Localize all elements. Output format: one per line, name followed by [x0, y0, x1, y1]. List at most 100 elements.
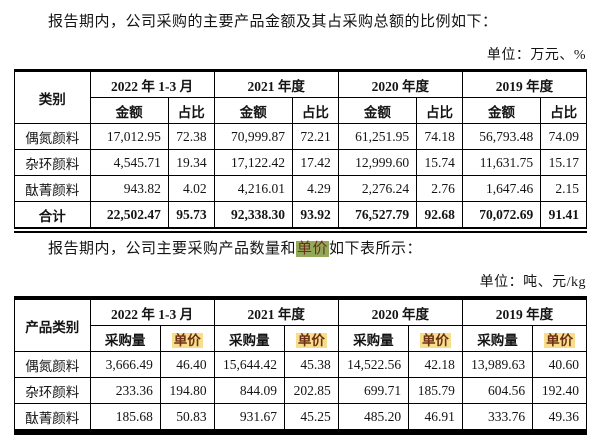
cell-value: 3,666.49	[89, 351, 161, 378]
table-purchase-amount-ratio: 类别 2022 年 1-3 月 2021 年度 2020 年度 2019 年度 …	[14, 69, 588, 233]
t1-subheader-amount: 金额	[337, 97, 418, 124]
cell-value: 46.40	[159, 351, 215, 378]
cell-value: 15.17	[540, 149, 587, 176]
cell-value: 56,793.48	[461, 123, 542, 150]
cell-value: 185.68	[89, 403, 161, 433]
t1-header-year-2020: 2020 年度	[337, 70, 463, 98]
t2-subheader-quantity: 采购量	[337, 325, 410, 352]
search-highlight-term: 单价	[419, 332, 451, 348]
cell-value: 12,999.60	[337, 149, 418, 176]
cell-value: 15,644.42	[213, 351, 285, 378]
cell-value: 45.25	[283, 403, 339, 433]
row-label: 偶氮颜料	[14, 351, 91, 378]
cell-value: 49.36	[532, 403, 587, 433]
t1-header-years-row: 类别 2022 年 1-3 月 2021 年度 2020 年度 2019 年度	[14, 70, 588, 124]
cell-value: 40.60	[532, 351, 587, 378]
t1-subheader-amount: 金额	[461, 97, 542, 124]
t1-header-year-2021: 2021 年度	[213, 70, 339, 98]
cell-value: 45.38	[283, 351, 339, 378]
cell-value: 22,502.47	[89, 201, 169, 231]
table-total-row: 合计 22,502.47 95.73 92,338.30 93.92 76,52…	[14, 201, 587, 231]
cell-value: 943.82	[89, 175, 169, 202]
cell-value: 4,216.01	[213, 175, 293, 202]
t1-subheader-row: 金额 占比 金额 占比 金额 占比 金额 占比	[15, 97, 587, 124]
cell-value: 202.85	[283, 377, 339, 404]
cell-value: 192.40	[532, 377, 587, 404]
cell-value: 74.09	[540, 123, 587, 150]
cell-value: 604.56	[461, 377, 534, 404]
cell-value: 185.79	[408, 377, 463, 404]
t2-header-years-row: 产品类别 2022 年 1-3 月 2021 年度 2020 年度 2019 年…	[14, 297, 588, 352]
t2-subheader-quantity: 采购量	[89, 325, 161, 352]
cell-value: 92.68	[416, 201, 463, 231]
cell-value: 93.92	[291, 201, 339, 231]
cell-value: 13,989.63	[461, 351, 534, 378]
t2-subheader-quantity: 采购量	[213, 325, 285, 352]
row-label: 偶氮颜料	[14, 123, 91, 150]
cell-value: 4,545.71	[89, 149, 169, 176]
cell-value: 19.34	[167, 149, 215, 176]
cell-value: 76,527.79	[337, 201, 418, 231]
t2-subheader-price: 单价	[532, 325, 587, 352]
cell-value: 4.29	[291, 175, 339, 202]
paragraph-text-before: 报告期内，公司主要采购产品数量和	[48, 241, 297, 257]
cell-value: 931.67	[213, 403, 285, 433]
cell-value: 233.36	[89, 377, 161, 404]
cell-value: 17.42	[291, 149, 339, 176]
cell-value: 844.09	[213, 377, 285, 404]
table-purchase-quantity-price: 产品类别 2022 年 1-3 月 2021 年度 2020 年度 2019 年…	[14, 296, 588, 435]
cell-value: 17,012.95	[89, 123, 169, 150]
cell-value: 333.76	[461, 403, 534, 433]
search-highlight-term: 单价	[295, 332, 327, 348]
row-label: 杂环颜料	[14, 377, 91, 404]
cell-value: 11,631.75	[461, 149, 542, 176]
cell-value: 485.20	[337, 403, 410, 433]
unit-label-amount: 单位：万元、%	[486, 48, 586, 63]
t1-subheader-amount: 金额	[213, 97, 293, 124]
cell-value: 74.18	[416, 123, 463, 150]
cell-value: 72.38	[167, 123, 215, 150]
t2-subheader-price: 单价	[408, 325, 463, 352]
t2-header-year-2019: 2019 年度	[461, 297, 588, 326]
cell-value: 92,338.30	[213, 201, 293, 231]
t1-header-year-2022: 2022 年 1-3 月	[89, 70, 215, 98]
t2-header-category: 产品类别	[14, 297, 91, 352]
t1-subheader-amount: 金额	[89, 97, 169, 124]
cell-value: 194.80	[159, 377, 215, 404]
cell-value: 46.91	[408, 403, 463, 433]
t2-header-year-2022: 2022 年 1-3 月	[89, 297, 215, 326]
cell-value: 91.41	[540, 201, 587, 231]
cell-value: 14,522.56	[337, 351, 410, 378]
row-label: 酞菁颜料	[14, 403, 91, 433]
search-highlight-term: 单价	[171, 332, 203, 348]
t2-header-year-2021: 2021 年度	[213, 297, 339, 326]
cell-value: 70,072.69	[461, 201, 542, 231]
t2-subheader-price: 单价	[159, 325, 215, 352]
t2-subheader-row: 采购量 单价 采购量 单价 采购量 单价 采购量 单价	[15, 325, 587, 352]
row-label: 合计	[14, 201, 91, 231]
cell-value: 2.76	[416, 175, 463, 202]
t1-subheader-ratio: 占比	[167, 97, 215, 124]
table-row: 酞菁颜料 943.82 4.02 4,216.01 4.29 2,276.24 …	[14, 175, 587, 202]
t1-header-category: 类别	[14, 70, 91, 124]
cell-value: 95.73	[167, 201, 215, 231]
table-row: 杂环颜料 4,545.71 19.34 17,122.42 17.42 12,9…	[14, 149, 587, 176]
table-row: 偶氮颜料 3,666.49 46.40 15,644.42 45.38 14,5…	[14, 351, 587, 378]
cell-value: 15.74	[416, 149, 463, 176]
cell-value: 2,276.24	[337, 175, 418, 202]
t1-header-year-2019: 2019 年度	[461, 70, 588, 98]
cell-value: 70,999.87	[213, 123, 293, 150]
t1-subheader-ratio: 占比	[291, 97, 339, 124]
t2-subheader-quantity: 采购量	[461, 325, 534, 352]
row-label: 杂环颜料	[14, 149, 91, 176]
t1-subheader-ratio: 占比	[540, 97, 587, 124]
t2-header-year-2020: 2020 年度	[337, 297, 463, 326]
cell-value: 17,122.42	[213, 149, 293, 176]
row-label: 酞菁颜料	[14, 175, 91, 202]
table-row: 杂环颜料 233.36 194.80 844.09 202.85 699.71 …	[14, 377, 587, 404]
t2-subheader-price: 单价	[283, 325, 339, 352]
cell-value: 699.71	[337, 377, 410, 404]
t1-subheader-ratio: 占比	[416, 97, 463, 124]
cell-value: 1,647.46	[461, 175, 542, 202]
